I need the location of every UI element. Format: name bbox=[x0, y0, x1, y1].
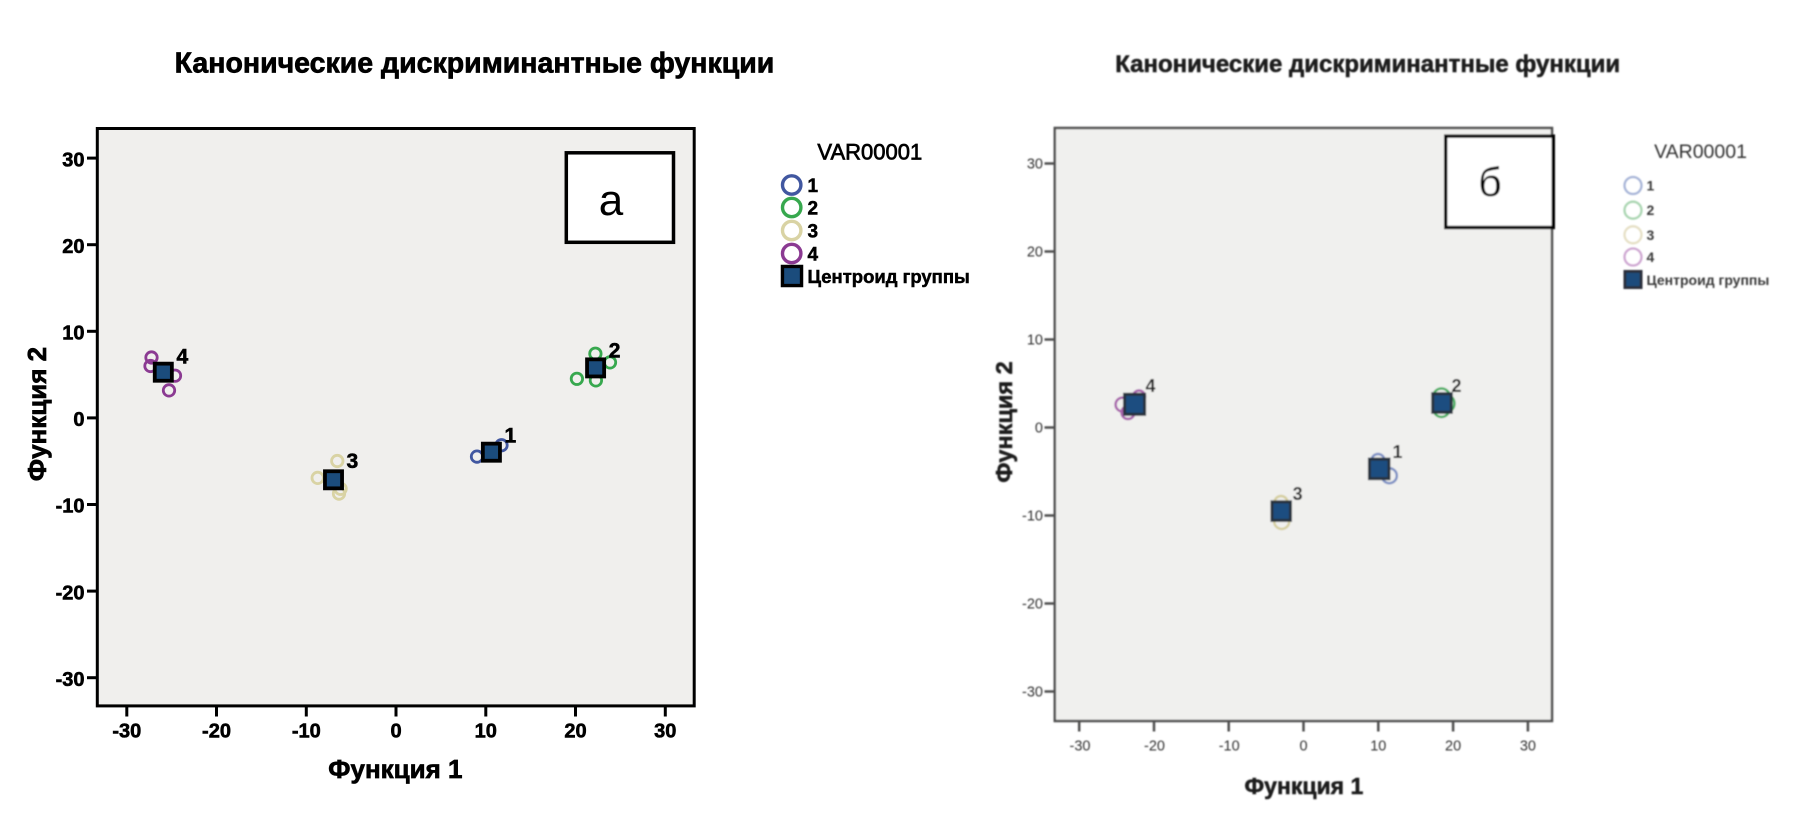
svg-text:Центроид группы: Центроид группы bbox=[808, 266, 970, 287]
svg-text:3: 3 bbox=[1647, 227, 1655, 243]
svg-text:Функция 1: Функция 1 bbox=[1245, 773, 1364, 799]
svg-text:-10: -10 bbox=[56, 496, 85, 518]
svg-text:10: 10 bbox=[62, 323, 84, 345]
svg-text:30: 30 bbox=[654, 721, 676, 743]
svg-text:0: 0 bbox=[1299, 739, 1307, 755]
svg-text:б: б bbox=[1478, 159, 1501, 205]
svg-text:2: 2 bbox=[609, 340, 621, 363]
svg-text:0: 0 bbox=[390, 721, 401, 743]
svg-text:1: 1 bbox=[505, 424, 517, 447]
svg-text:Канонические дискриминантные ф: Канонические дискриминантные функции bbox=[1115, 51, 1620, 78]
svg-text:4: 4 bbox=[1146, 376, 1156, 396]
svg-text:VAR00001: VAR00001 bbox=[1654, 141, 1747, 163]
svg-text:10: 10 bbox=[1370, 739, 1386, 755]
svg-text:-20: -20 bbox=[202, 721, 231, 743]
svg-text:-10: -10 bbox=[1219, 739, 1240, 755]
svg-text:Центроид группы: Центроид группы bbox=[1647, 272, 1770, 288]
svg-text:4: 4 bbox=[177, 346, 189, 369]
svg-text:0: 0 bbox=[1035, 420, 1043, 436]
svg-text:2: 2 bbox=[1452, 376, 1462, 396]
svg-text:20: 20 bbox=[564, 721, 586, 743]
svg-text:-10: -10 bbox=[292, 721, 321, 743]
svg-text:Функция 1: Функция 1 bbox=[328, 754, 462, 784]
svg-text:-20: -20 bbox=[1144, 739, 1165, 755]
svg-text:20: 20 bbox=[1445, 739, 1461, 755]
svg-text:-20: -20 bbox=[56, 582, 85, 604]
svg-text:а: а bbox=[599, 176, 624, 225]
svg-text:-30: -30 bbox=[1022, 684, 1043, 700]
svg-text:Канонические дискриминантные ф: Канонические дискриминантные функции bbox=[175, 48, 775, 80]
svg-text:20: 20 bbox=[62, 236, 84, 258]
svg-text:Функция 2: Функция 2 bbox=[22, 347, 52, 481]
svg-text:4: 4 bbox=[808, 244, 819, 265]
svg-text:3: 3 bbox=[808, 221, 819, 242]
svg-text:2: 2 bbox=[808, 198, 819, 219]
svg-text:20: 20 bbox=[1027, 244, 1043, 260]
svg-text:-10: -10 bbox=[1022, 508, 1043, 524]
svg-text:-20: -20 bbox=[1022, 596, 1043, 612]
svg-text:30: 30 bbox=[1520, 739, 1536, 755]
svg-text:10: 10 bbox=[475, 721, 497, 743]
svg-text:Функция 2: Функция 2 bbox=[991, 361, 1017, 482]
svg-text:-30: -30 bbox=[1070, 739, 1091, 755]
svg-text:-30: -30 bbox=[112, 721, 141, 743]
svg-text:30: 30 bbox=[1027, 156, 1043, 172]
svg-text:2: 2 bbox=[1647, 202, 1655, 218]
svg-text:1: 1 bbox=[808, 176, 819, 197]
svg-text:30: 30 bbox=[62, 149, 84, 171]
svg-text:3: 3 bbox=[347, 450, 359, 473]
svg-text:3: 3 bbox=[1293, 484, 1303, 504]
svg-text:1: 1 bbox=[1647, 178, 1655, 194]
svg-text:10: 10 bbox=[1027, 332, 1043, 348]
svg-text:1: 1 bbox=[1393, 442, 1403, 462]
svg-text:-30: -30 bbox=[56, 669, 85, 691]
svg-text:VAR00001: VAR00001 bbox=[817, 140, 922, 165]
svg-text:0: 0 bbox=[73, 409, 84, 431]
svg-text:4: 4 bbox=[1647, 249, 1655, 265]
